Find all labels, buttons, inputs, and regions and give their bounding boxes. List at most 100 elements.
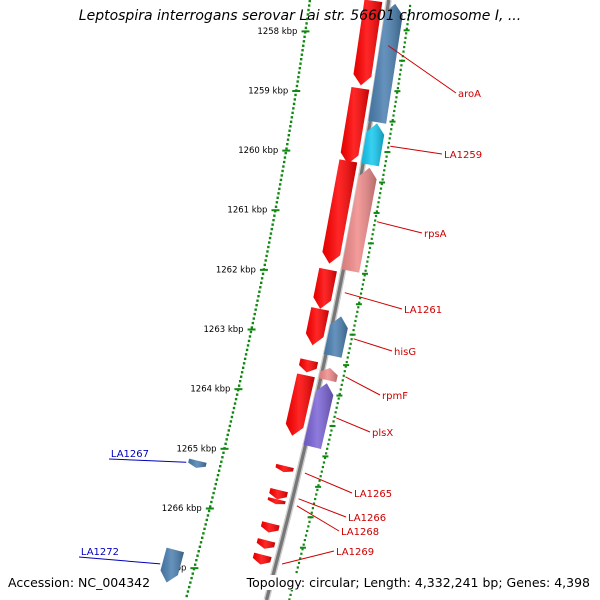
gene-aroa[interactable] <box>353 0 383 86</box>
label-aroa: aroA <box>387 45 481 100</box>
ruler-dot <box>239 375 243 378</box>
gene-label-text: rpsA <box>424 229 447 240</box>
gene-label-text: hisG <box>394 347 416 358</box>
ruler-dot <box>263 263 267 267</box>
ruler-tick-label: 1259 kbp <box>248 86 288 96</box>
track-dot <box>306 529 309 533</box>
gene-unlabeled[interactable] <box>305 307 329 346</box>
gene-unlabeled[interactable] <box>260 521 280 533</box>
track-dot <box>379 187 383 190</box>
ruler-dot <box>211 496 214 499</box>
ruler-dot <box>261 272 265 276</box>
track-dot <box>370 237 373 240</box>
track-dot <box>347 351 350 355</box>
ruler-dot <box>299 57 303 61</box>
ruler-dot <box>196 554 199 557</box>
label-leader-line <box>78 556 161 565</box>
ruler-dot <box>198 545 202 548</box>
ruler-dot <box>222 451 225 454</box>
track-dot <box>303 538 306 542</box>
gene-plsx[interactable] <box>303 383 334 449</box>
label-hisg: hisG <box>353 338 416 358</box>
gene-unlabeled[interactable] <box>299 358 319 373</box>
gene-la1259[interactable] <box>361 123 385 167</box>
track-dot <box>365 265 368 268</box>
gene-shading <box>361 123 385 167</box>
gene-label-text: LA1265 <box>354 489 392 500</box>
ruler-dot <box>251 321 255 325</box>
gene-la1269[interactable] <box>252 552 272 565</box>
track-dot <box>332 420 335 423</box>
ruler-dot <box>292 102 296 106</box>
track-dot <box>388 137 391 140</box>
track-dot <box>379 192 382 195</box>
track-dot <box>358 301 361 304</box>
track-dot <box>340 383 343 386</box>
gene-unlabeled[interactable] <box>340 87 370 164</box>
track-dot <box>396 87 399 90</box>
ruler-dot <box>238 380 242 383</box>
gene-la1267[interactable] <box>188 458 207 468</box>
label-la1265: LA1265 <box>304 472 392 500</box>
track-dot <box>408 4 412 8</box>
gene-la1261[interactable] <box>313 267 337 309</box>
label-leader-line <box>296 505 340 532</box>
track-dot <box>339 388 342 391</box>
track-dot <box>376 205 379 208</box>
track-dot <box>315 493 318 496</box>
gene-label-text: plsX <box>372 428 393 439</box>
gene-unlabeled[interactable] <box>285 373 315 436</box>
ruler-dot <box>213 487 216 490</box>
ruler-dot <box>229 420 233 423</box>
gene-unlabeled[interactable] <box>322 159 358 264</box>
track-dot <box>296 566 299 569</box>
track-dot <box>357 306 360 309</box>
gene-shading <box>368 3 403 124</box>
ruler-dot <box>246 344 250 347</box>
gene-shading <box>267 497 286 505</box>
ruler-dot <box>235 393 239 396</box>
track-dot <box>314 497 317 501</box>
gene-label-text: LA1261 <box>404 305 442 316</box>
ruler-tick-label: 1261 kbp <box>227 206 267 216</box>
track-dot <box>360 287 364 291</box>
gene-shading <box>303 383 334 449</box>
gene-label-text: LA1269 <box>336 547 374 558</box>
track-dot <box>317 484 320 487</box>
track-dot <box>390 123 394 126</box>
ruler-dot <box>289 125 292 128</box>
gene-unlabeled[interactable] <box>256 538 276 549</box>
ruler-dot <box>274 205 278 208</box>
ruler-dot <box>197 550 200 553</box>
track-dot <box>391 118 394 122</box>
ruler-dot <box>272 218 275 222</box>
ruler-dot <box>279 178 283 182</box>
ruler-dot <box>234 397 238 401</box>
gene-la1272[interactable] <box>160 547 185 583</box>
label-leader-line <box>298 498 347 518</box>
ruler-dot <box>221 456 224 459</box>
track-dot <box>352 329 355 332</box>
gene-la1268[interactable] <box>267 497 286 505</box>
track-dot <box>343 370 346 373</box>
gene-la1265[interactable] <box>275 463 294 473</box>
track-dot <box>322 461 326 464</box>
gene-rpsa[interactable] <box>341 167 377 273</box>
track-dot <box>320 470 323 473</box>
ruler-dot <box>247 339 251 343</box>
gene-shading <box>323 316 348 358</box>
map-title: Leptospira interrogans serovar Lai str. … <box>78 8 522 24</box>
gene-la1266[interactable] <box>269 488 288 500</box>
track-dot <box>301 548 304 551</box>
gene-unlabeled[interactable] <box>368 3 403 124</box>
track-dot <box>307 525 310 528</box>
ruler-dot <box>281 169 284 173</box>
ruler-tick-label: 1263 kbp <box>204 325 244 335</box>
ruler-dot <box>295 84 299 88</box>
gene-hisg[interactable] <box>323 316 348 358</box>
ruler-dot <box>301 49 304 52</box>
label-la1272: LA1272 <box>78 547 161 565</box>
ruler-dot <box>264 259 267 262</box>
gene-rpmf[interactable] <box>318 368 338 383</box>
track-dot <box>328 438 331 441</box>
